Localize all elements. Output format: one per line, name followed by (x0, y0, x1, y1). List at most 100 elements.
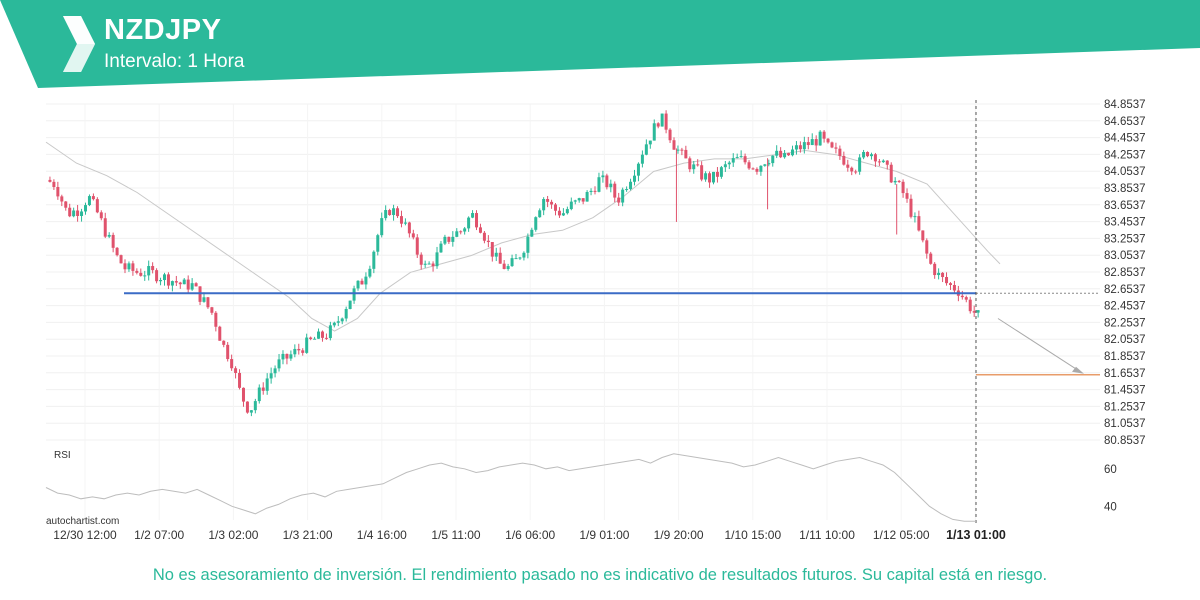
candle-body (178, 282, 182, 285)
candle-body (897, 180, 901, 182)
candle-body (755, 168, 759, 172)
candle-body (783, 153, 787, 158)
candle-body (854, 171, 858, 173)
candle-body (613, 183, 617, 198)
candle-body (360, 280, 364, 285)
candle-body (704, 173, 708, 180)
candle-body (680, 149, 684, 151)
candle-body (289, 354, 293, 359)
rsi-panel: 60 40 (45, 453, 1117, 522)
candle-body (131, 263, 135, 271)
candle-body (715, 171, 719, 177)
candle-body (348, 300, 352, 309)
candle-body (76, 210, 80, 216)
candle-body (301, 350, 305, 353)
candle-body (889, 164, 893, 183)
candle-body (309, 337, 313, 340)
candle-body (905, 193, 909, 199)
candle-body (356, 280, 360, 289)
candle-body (581, 198, 585, 202)
candle-body (269, 373, 273, 379)
candle-body (384, 210, 388, 219)
candle-body (577, 198, 581, 201)
x-tick-label: 12/30 12:00 (53, 528, 117, 542)
y-tick-label: 81.8537 (1104, 351, 1146, 363)
candle-body (241, 387, 245, 402)
candle-body (352, 288, 356, 301)
candle-body (230, 359, 234, 369)
candle-body (415, 237, 419, 255)
rsi-label: RSI (54, 450, 71, 461)
y-tick-label: 82.2537 (1104, 317, 1146, 329)
y-tick-label: 83.2537 (1104, 233, 1146, 245)
candle-body (368, 268, 372, 277)
header-banner: NZDJPY Intervalo: 1 Hora (0, 0, 1200, 90)
candle-body (873, 154, 877, 162)
candle-body (775, 150, 779, 156)
candle-body (676, 149, 680, 151)
candle-body (467, 217, 471, 229)
candle-body (190, 283, 194, 290)
candle-body (806, 142, 810, 146)
candle-body (376, 235, 380, 252)
candle-body (273, 368, 277, 374)
candle-body (60, 196, 64, 202)
candle-body (518, 257, 522, 259)
candle-body (640, 154, 644, 164)
candle-body (328, 325, 332, 339)
candles (48, 110, 980, 417)
candle-body (380, 218, 384, 236)
candle-body (471, 213, 475, 218)
candle-body (617, 197, 621, 203)
candle-body (166, 274, 170, 286)
candle-body (866, 152, 870, 157)
candle-body (830, 142, 834, 148)
candle-body (522, 252, 526, 258)
candle-body (155, 270, 159, 282)
candle-body (344, 308, 348, 319)
x-tick-label: 1/2 07:00 (134, 528, 184, 542)
y-axis-ticks: 84.8537 84.6537 84.4537 84.2537 84.0537 83.85… (1104, 99, 1146, 447)
candle-body (498, 252, 502, 264)
candle-body (960, 295, 964, 298)
candle-body (625, 189, 629, 191)
candle-body (490, 242, 494, 257)
y-tick-label: 83.4537 (1104, 217, 1146, 229)
candle-body (885, 160, 889, 165)
candle-body (182, 279, 186, 285)
candle-body (633, 175, 637, 182)
candle-body (107, 234, 111, 237)
candle-body (111, 234, 115, 248)
y-tick-label: 82.6537 (1104, 284, 1146, 296)
candle-body (305, 337, 309, 353)
candle-body (818, 131, 822, 146)
candle-body (170, 281, 174, 286)
candle-body (877, 161, 881, 163)
candle-body (87, 196, 91, 206)
candle-body (838, 148, 842, 156)
candle-body (320, 331, 324, 338)
forecast-arrowhead (1072, 366, 1084, 374)
watermark-text: autochartist.com (46, 516, 119, 527)
candle-body (64, 201, 68, 208)
candle-body (388, 210, 392, 216)
candle-body (159, 280, 163, 282)
chart-grid (46, 103, 1100, 520)
candle-body (735, 157, 739, 159)
rsi-line (45, 453, 976, 522)
candle-body (550, 201, 554, 205)
candle-body (751, 168, 755, 170)
candle-body (589, 190, 593, 193)
y-tick-label: 84.4537 (1104, 133, 1146, 145)
candle-body (921, 230, 925, 241)
price-levels (124, 100, 1100, 525)
candle-body (790, 149, 794, 156)
candle-body (324, 337, 328, 339)
y-tick-label: 84.2537 (1104, 149, 1146, 161)
candle-body (419, 254, 423, 265)
moving-average (45, 141, 1001, 332)
candle-body (700, 165, 704, 180)
candle-body (660, 113, 664, 127)
candle-body (842, 155, 846, 165)
candle-body (601, 175, 605, 178)
